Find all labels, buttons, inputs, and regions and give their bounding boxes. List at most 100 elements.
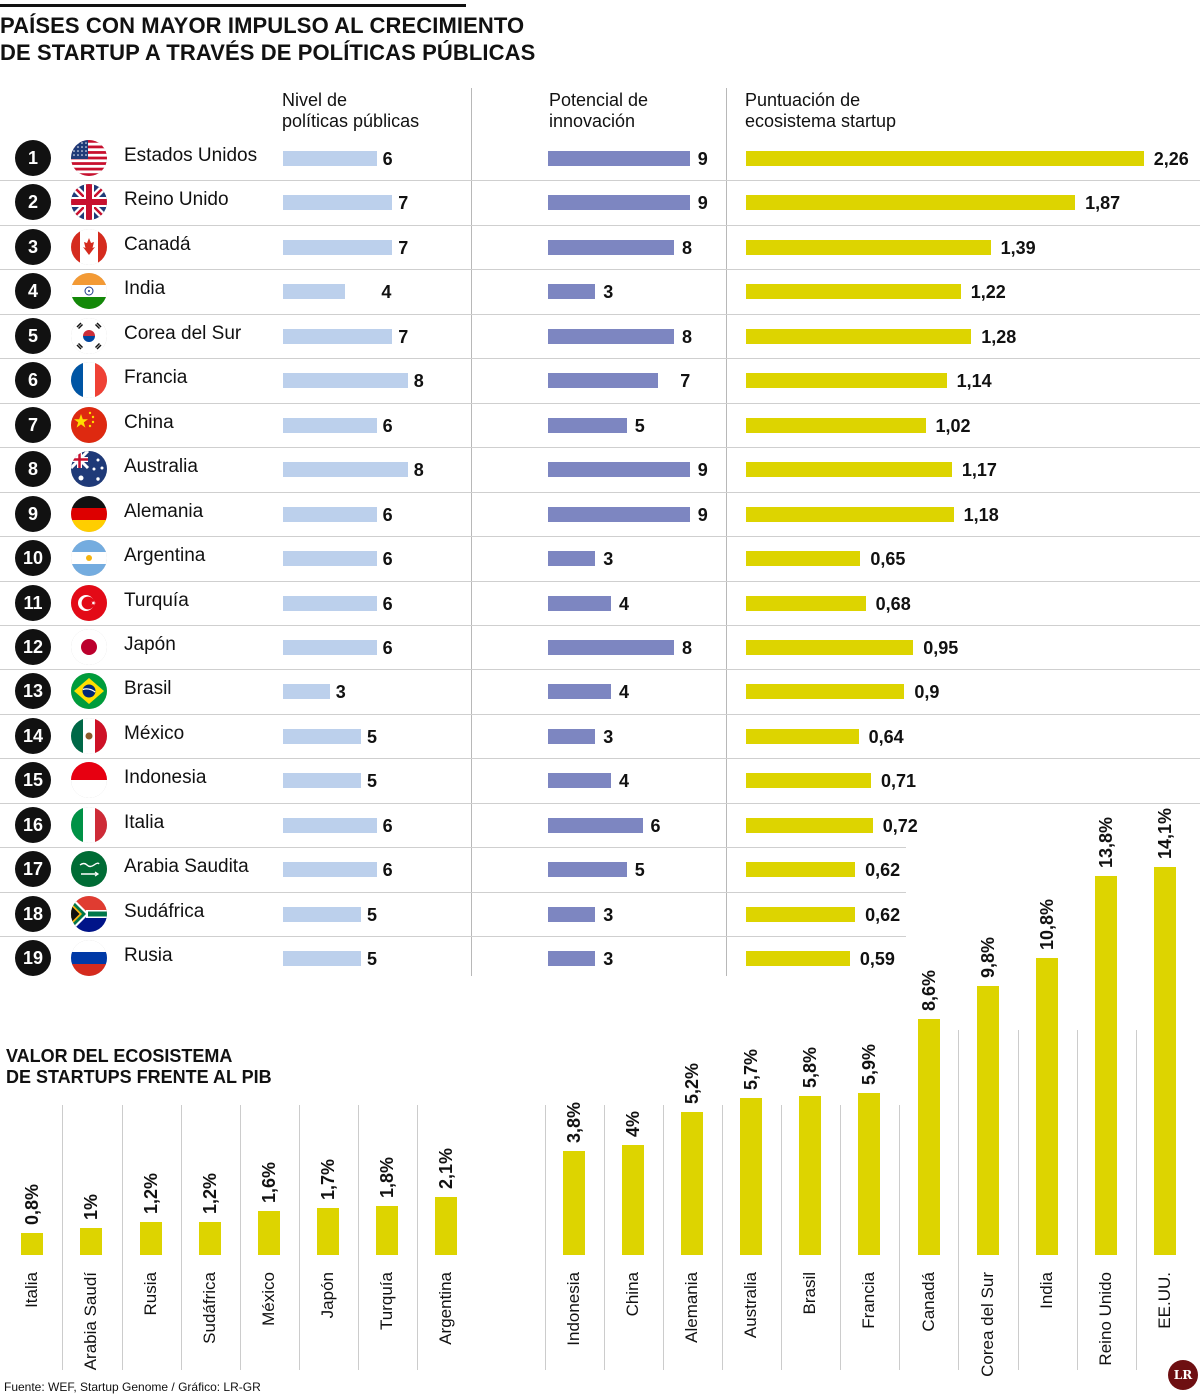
india-flag-icon	[71, 273, 107, 310]
argentina-flag-icon	[71, 540, 107, 577]
policy-value: 8	[413, 460, 424, 481]
innovation-bar	[548, 195, 690, 211]
country-name: Corea del Sur	[124, 322, 242, 344]
policy-column-header: Nivel de políticas públicas	[282, 90, 419, 132]
gdp-gridline	[604, 1105, 605, 1370]
ecosystem-bar	[746, 817, 873, 833]
gdp-gridline	[781, 1105, 782, 1370]
policy-value: 6	[382, 815, 393, 836]
innovation-bar	[548, 239, 674, 255]
gdp-bar	[681, 1112, 703, 1255]
ecosystem-value: 1,18	[963, 504, 999, 525]
gdp-gridline	[840, 1105, 841, 1370]
policy-bar	[283, 817, 377, 833]
ecosystem-bar	[746, 773, 871, 789]
gdp-country-label: Italia	[22, 1272, 41, 1308]
innovation-value: 3	[603, 904, 614, 925]
gdp-bar	[918, 1018, 940, 1255]
rank-badge: 9	[15, 495, 51, 532]
ecosystem-value: 2,26	[1153, 149, 1189, 169]
column-divider	[471, 88, 472, 976]
ecosystem-column-header: Puntuación de ecosistema startup	[745, 90, 896, 132]
policy-value: 3	[335, 682, 346, 703]
gdp-country-label: Francia	[859, 1272, 878, 1329]
rank-badge: 6	[15, 362, 51, 399]
brazil-flag-icon	[71, 673, 107, 710]
policy-value: 6	[382, 149, 393, 169]
rank-badge: 18	[15, 895, 51, 932]
ecosystem-value: 0,71	[880, 771, 916, 792]
country-name: India	[124, 278, 166, 300]
innovation-bar	[548, 773, 611, 789]
gdp-gridline	[722, 1105, 723, 1370]
row-separator	[0, 180, 1200, 182]
gdp-value-label: 5,7%	[741, 1049, 761, 1091]
policy-value: 6	[382, 504, 393, 525]
country-name: Indonesia	[124, 767, 207, 789]
ecosystem-value: 0,62	[865, 904, 901, 925]
ecosystem-bar	[746, 151, 1144, 166]
innovation-bar	[548, 951, 596, 967]
row-separator	[0, 313, 1200, 315]
gdp-gridline	[181, 1105, 182, 1370]
ecosystem-value: 1,22	[970, 282, 1006, 303]
policy-header-line-2: políticas públicas	[282, 111, 420, 131]
rank-badge: 17	[15, 851, 51, 888]
row-separator	[0, 358, 1200, 360]
gdp-bar	[199, 1222, 221, 1255]
policy-bar	[283, 862, 377, 878]
gdp-value-label: 5,9%	[859, 1043, 879, 1085]
canada-flag-icon	[71, 228, 107, 265]
gdp-country-label: Brasil	[800, 1272, 819, 1315]
gdp-bar	[563, 1150, 585, 1255]
ecosystem-value: 0,9	[914, 682, 940, 703]
gdp-title-line-1: VALOR DEL ECOSISTEMA	[6, 1046, 233, 1066]
innovation-column-header: Potencial de innovación	[549, 90, 648, 132]
innovation-bar	[548, 595, 611, 611]
rank-badge: 3	[15, 228, 51, 265]
ecosystem-bar	[746, 284, 961, 300]
gdp-country-label: Indonesia	[564, 1272, 583, 1346]
gdp-gridline	[358, 1105, 359, 1370]
innovation-value: 9	[697, 504, 708, 525]
gdp-gridline	[1077, 1030, 1078, 1370]
innovation-value: 9	[697, 460, 708, 481]
germany-flag-icon	[71, 495, 107, 532]
gdp-bar	[376, 1205, 398, 1255]
innovation-bar	[548, 639, 674, 655]
innovation-bar	[548, 862, 627, 878]
france-flag-icon	[71, 362, 107, 399]
policy-bar	[283, 328, 393, 344]
gdp-country-label: Corea del Sur	[978, 1272, 997, 1377]
policy-bar	[283, 728, 361, 744]
ecosystem-bar	[746, 862, 856, 878]
rank-badge: 10	[15, 540, 51, 577]
chart-title-line-2: DE STARTUP A TRAVÉS DE POLÍTICAS PÚBLICA…	[0, 40, 536, 65]
ecosystem-value: 0,95	[923, 637, 959, 658]
policy-bar	[283, 639, 377, 655]
gdp-bar	[622, 1145, 644, 1255]
gdp-value-label: 1,2%	[200, 1172, 220, 1214]
country-name: Italia	[124, 811, 165, 833]
row-separator	[0, 802, 1200, 804]
innovation-bar	[548, 151, 690, 166]
australia-flag-icon	[71, 451, 107, 488]
ecosystem-bar	[746, 239, 991, 255]
innovation-value: 5	[634, 860, 645, 881]
japan-flag-icon	[71, 628, 107, 665]
chart-title: PAÍSES CON MAYOR IMPULSO AL CRECIMIENTO …	[0, 12, 535, 66]
mexico-flag-icon	[71, 717, 107, 754]
source-note: Fuente: WEF, Startup Genome / Gráfico: L…	[4, 1380, 261, 1394]
uk-flag-icon	[71, 184, 107, 221]
ecosystem-bar	[746, 595, 866, 611]
gdp-bar	[21, 1233, 43, 1255]
indonesia-flag-icon	[71, 762, 107, 799]
gdp-value-label: 8,6%	[919, 969, 939, 1011]
russia-flag-icon	[71, 940, 107, 977]
gdp-value-label: 1,2%	[141, 1172, 161, 1214]
row-separator	[0, 669, 1200, 671]
gdp-country-label: Rusia	[141, 1272, 160, 1316]
row-separator	[0, 402, 1200, 404]
ecosystem-bar	[746, 373, 947, 389]
gdp-gridline	[122, 1105, 123, 1370]
